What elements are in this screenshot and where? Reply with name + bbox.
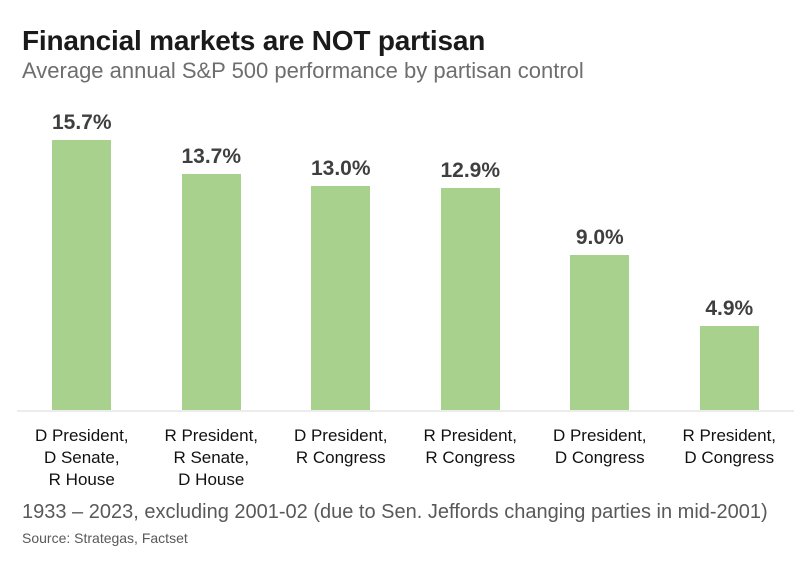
chart-header: Financial markets are NOT partisan Avera… [0, 0, 809, 84]
bar-value-label: 13.7% [181, 145, 242, 168]
bar [699, 326, 759, 410]
bar-value-label: 12.9% [440, 159, 501, 182]
bar-chart: 15.7% 13.7% 13.0% 12.9% 9.0% 4.9% D President… [17, 110, 794, 491]
bar-column: 4.9% [665, 297, 795, 410]
chart-title: Financial markets are NOT partisan [22, 25, 486, 56]
bar [52, 140, 112, 410]
category-label: R President, R Congress [423, 426, 518, 467]
bar [181, 174, 241, 410]
category-label: D President, D Congress [552, 426, 647, 467]
bar-column: 13.0% [276, 157, 406, 410]
category-label: D President, R Congress [293, 426, 388, 467]
category-label: D President, D Senate, R House [34, 426, 129, 489]
chart-subtitle: Average annual S&P 500 performance by pa… [22, 58, 584, 84]
bar-column: 9.0% [535, 226, 665, 410]
bar-value-label: 4.9% [705, 297, 754, 320]
chart-footer: 1933 – 2023, excluding 2001-02 (due to S… [22, 500, 792, 546]
bar-value-label: 9.0% [575, 226, 624, 249]
bar-value-label: 15.7% [51, 111, 112, 134]
plot-area: 15.7% 13.7% 13.0% 12.9% 9.0% 4.9% [17, 110, 794, 412]
footnote: 1933 – 2023, excluding 2001-02 (due to S… [22, 501, 768, 523]
category-axis: D President, D Senate, R House R President,… [17, 412, 794, 491]
bar-column: 12.9% [406, 159, 536, 410]
source-line: Source: Strategas, Factset [22, 530, 188, 546]
bar [311, 186, 371, 410]
bar-column: 15.7% [17, 111, 147, 410]
category-label: R President, R Senate, D House [164, 426, 259, 489]
bar [440, 188, 500, 410]
bar-column: 13.7% [147, 145, 277, 410]
category-label: R President, D Congress [682, 426, 777, 467]
bar [570, 255, 630, 410]
bar-value-label: 13.0% [310, 157, 371, 180]
